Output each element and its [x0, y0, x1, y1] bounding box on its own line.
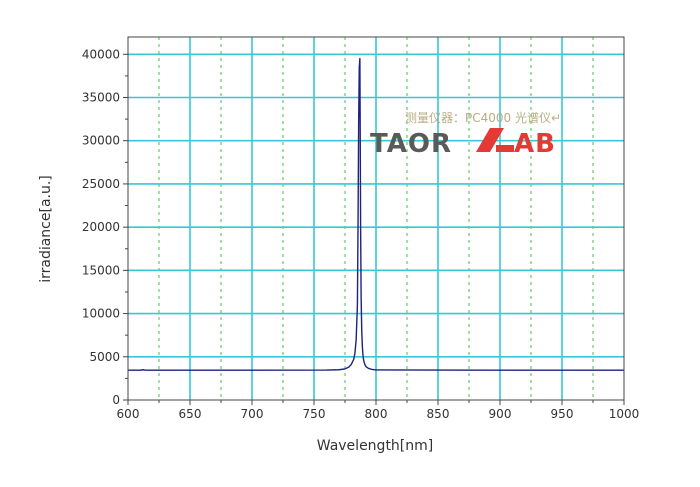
x-tick-label: 750	[303, 407, 326, 421]
x-axis-title: Wavelength[nm]	[317, 438, 433, 454]
instrument-annotation: 测量仪器：PC4000 光谱仪↵	[405, 111, 561, 125]
y-tick-label: 0	[112, 393, 120, 407]
x-tick-label: 700	[241, 407, 264, 421]
spectrum-series-line	[128, 57, 625, 371]
axes	[123, 36, 625, 405]
x-tick-label: 600	[117, 407, 140, 421]
series-layer	[128, 57, 625, 371]
x-tick-label: 800	[365, 407, 388, 421]
logo-slash-l-mark	[476, 128, 514, 152]
y-tick-label: 25000	[82, 177, 120, 191]
y-tick-label: 15000	[82, 263, 120, 277]
tick-labels: 600 650 700 750 800 850 900 950 1000050001000015…	[82, 47, 639, 421]
y-tick-label: 40000	[82, 47, 120, 61]
y-tick-label: 30000	[82, 134, 120, 148]
x-tick-label: 850	[427, 407, 450, 421]
y-tick-label: 20000	[82, 220, 120, 234]
y-tick-label: 5000	[89, 350, 120, 364]
y-axis-title: irradiance[a.u.]	[38, 175, 54, 283]
taorlab-logo: TAOR AB	[370, 128, 556, 159]
x-tick-label: 950	[551, 407, 574, 421]
x-tick-label: 1000	[609, 407, 640, 421]
logo-text-left: TAOR	[370, 129, 452, 159]
y-tick-label: 35000	[82, 91, 120, 105]
logo-text-right: AB	[514, 129, 556, 159]
y-tick-label: 10000	[82, 307, 120, 321]
x-tick-label: 900	[489, 407, 512, 421]
grid	[128, 37, 624, 400]
x-tick-label: 650	[179, 407, 202, 421]
